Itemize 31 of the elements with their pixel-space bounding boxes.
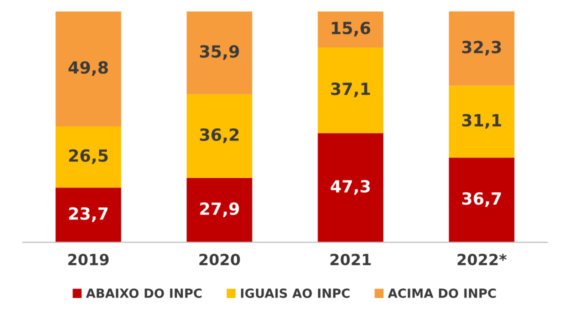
data-label: 35,9 (200, 45, 239, 60)
bar (186, 94, 252, 178)
data-label: 36,7 (462, 192, 501, 207)
bar (318, 133, 384, 242)
bar (186, 11, 252, 94)
x-tick-label: 2022* (458, 254, 507, 266)
bar (56, 188, 122, 242)
x-tick-label: 2019 (68, 254, 109, 266)
data-label: 15,6 (332, 22, 370, 36)
legend-label: IGUAIS AO INPC (241, 288, 350, 298)
data-label: 32,3 (462, 40, 501, 56)
data-label: 27,9 (200, 202, 239, 218)
bar (318, 11, 384, 48)
bar (448, 11, 514, 86)
bar (56, 126, 122, 188)
x-tick-label: 2021 (330, 254, 371, 266)
data-label: 26,5 (69, 149, 108, 164)
data-label: 47,3 (330, 180, 370, 195)
legend-label: ACIMA DO INPC (388, 288, 496, 298)
data-label: 37,1 (331, 82, 370, 98)
data-label: 36,2 (200, 128, 239, 144)
bar (186, 178, 252, 242)
data-label: 31,1 (462, 114, 502, 129)
data-label: 23,7 (69, 207, 108, 222)
bar (318, 47, 384, 134)
bar (448, 86, 514, 158)
x-tick-label: 2020 (199, 254, 240, 266)
data-label: 49,8 (68, 61, 108, 76)
bar (448, 158, 514, 242)
bar (56, 11, 122, 126)
legend-label: ABAIXO DO INPC (86, 288, 202, 298)
